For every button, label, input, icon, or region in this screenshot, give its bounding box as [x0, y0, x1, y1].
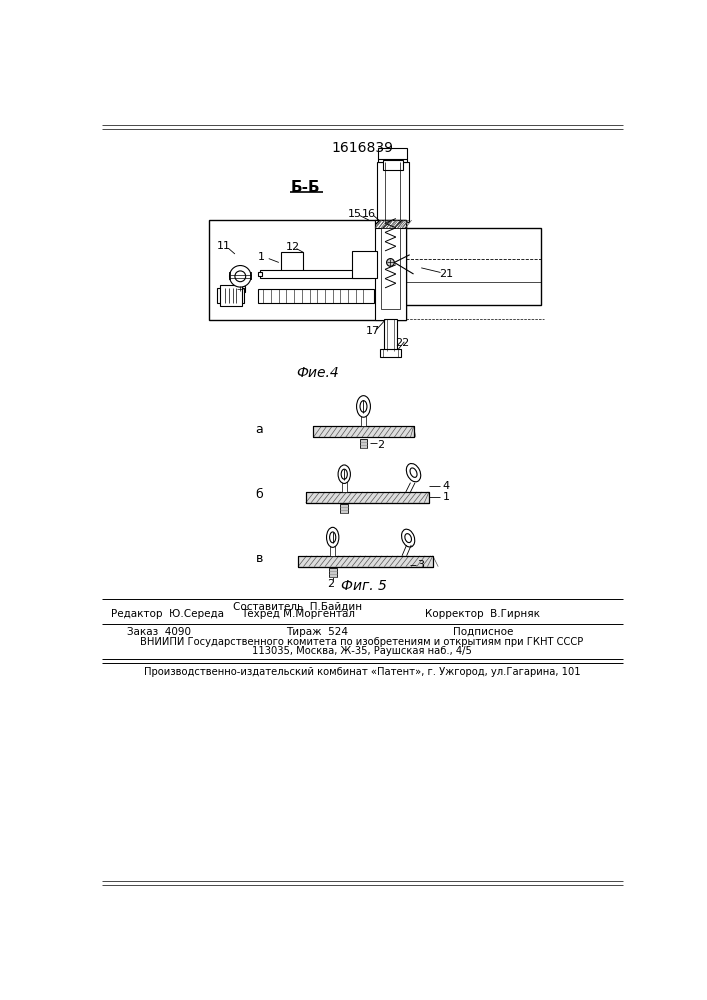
Bar: [313, 426, 414, 437]
Bar: [377, 162, 409, 222]
Bar: [259, 270, 371, 278]
Bar: [235, 286, 245, 292]
Text: 22: 22: [395, 338, 409, 348]
Bar: [330, 544, 335, 556]
Bar: [385, 319, 397, 351]
Text: 2: 2: [327, 579, 334, 589]
Text: 1: 1: [257, 252, 264, 262]
Ellipse shape: [341, 469, 347, 479]
Ellipse shape: [360, 401, 367, 412]
Text: Корректор  В.Гирняк: Корректор В.Гирняк: [426, 609, 540, 619]
Bar: [340, 504, 348, 513]
Text: Подписное: Подписное: [452, 627, 513, 637]
Bar: [360, 439, 368, 448]
Text: б: б: [256, 488, 264, 501]
Text: 4: 4: [443, 481, 450, 491]
Text: 113035, Москва, Ж-35, Раушская наб., 4/5: 113035, Москва, Ж-35, Раушская наб., 4/5: [252, 646, 472, 656]
Text: 11: 11: [216, 241, 230, 251]
Text: 3: 3: [417, 560, 424, 570]
Ellipse shape: [410, 468, 417, 477]
Text: Б-Б: Б-Б: [291, 180, 320, 195]
Text: Фие.4: Фие.4: [296, 366, 339, 380]
Ellipse shape: [338, 465, 351, 483]
Bar: [298, 556, 433, 567]
Bar: [217, 288, 244, 303]
Bar: [258, 289, 373, 303]
Ellipse shape: [405, 534, 411, 543]
Bar: [209, 220, 406, 320]
Circle shape: [230, 266, 251, 287]
Bar: [305, 492, 429, 503]
Circle shape: [387, 259, 395, 266]
Bar: [375, 220, 406, 320]
Text: Фиг. 5: Фиг. 5: [341, 579, 387, 593]
Bar: [382, 160, 403, 170]
Circle shape: [235, 271, 246, 282]
Bar: [258, 272, 262, 276]
Text: Тираж  524: Тираж 524: [286, 627, 349, 637]
Bar: [375, 220, 406, 228]
Bar: [380, 349, 402, 357]
Ellipse shape: [402, 529, 415, 547]
Ellipse shape: [407, 464, 421, 482]
Text: 2: 2: [378, 440, 385, 450]
Ellipse shape: [356, 396, 370, 417]
Bar: [352, 251, 377, 278]
Text: Заказ  4090: Заказ 4090: [127, 627, 192, 637]
Text: в: в: [256, 552, 263, 565]
Text: Редактор  Ю.Середа: Редактор Ю.Середа: [110, 609, 223, 619]
Text: 15: 15: [348, 209, 362, 219]
Bar: [406, 228, 541, 305]
Text: 17: 17: [366, 326, 380, 336]
Text: а: а: [256, 423, 264, 436]
Bar: [342, 480, 346, 492]
Text: Составитель  П.Байдин: Составитель П.Байдин: [233, 602, 363, 612]
Text: Производственно-издательский комбинат «Патент», г. Ужгород, ул.Гагарина, 101: Производственно-издательский комбинат «П…: [144, 667, 580, 677]
Text: Техред М.Моргентал: Техред М.Моргентал: [241, 609, 355, 619]
Bar: [329, 568, 337, 577]
Ellipse shape: [327, 527, 339, 547]
Bar: [361, 413, 366, 426]
Text: 12: 12: [286, 242, 300, 252]
Text: 1616839: 1616839: [331, 141, 393, 155]
Bar: [313, 426, 414, 437]
Text: 21: 21: [439, 269, 453, 279]
Bar: [378, 148, 407, 162]
Ellipse shape: [329, 532, 336, 543]
Text: 16: 16: [362, 209, 376, 219]
Bar: [381, 228, 399, 309]
Text: ВНИИПИ Государственного комитета по изобретениям и открытиям при ГКНТ СССР: ВНИИПИ Государственного комитета по изоб…: [140, 637, 583, 647]
Bar: [298, 556, 433, 567]
Bar: [281, 252, 303, 274]
Bar: [305, 492, 429, 503]
Text: 1: 1: [443, 492, 450, 502]
Bar: [219, 285, 242, 306]
